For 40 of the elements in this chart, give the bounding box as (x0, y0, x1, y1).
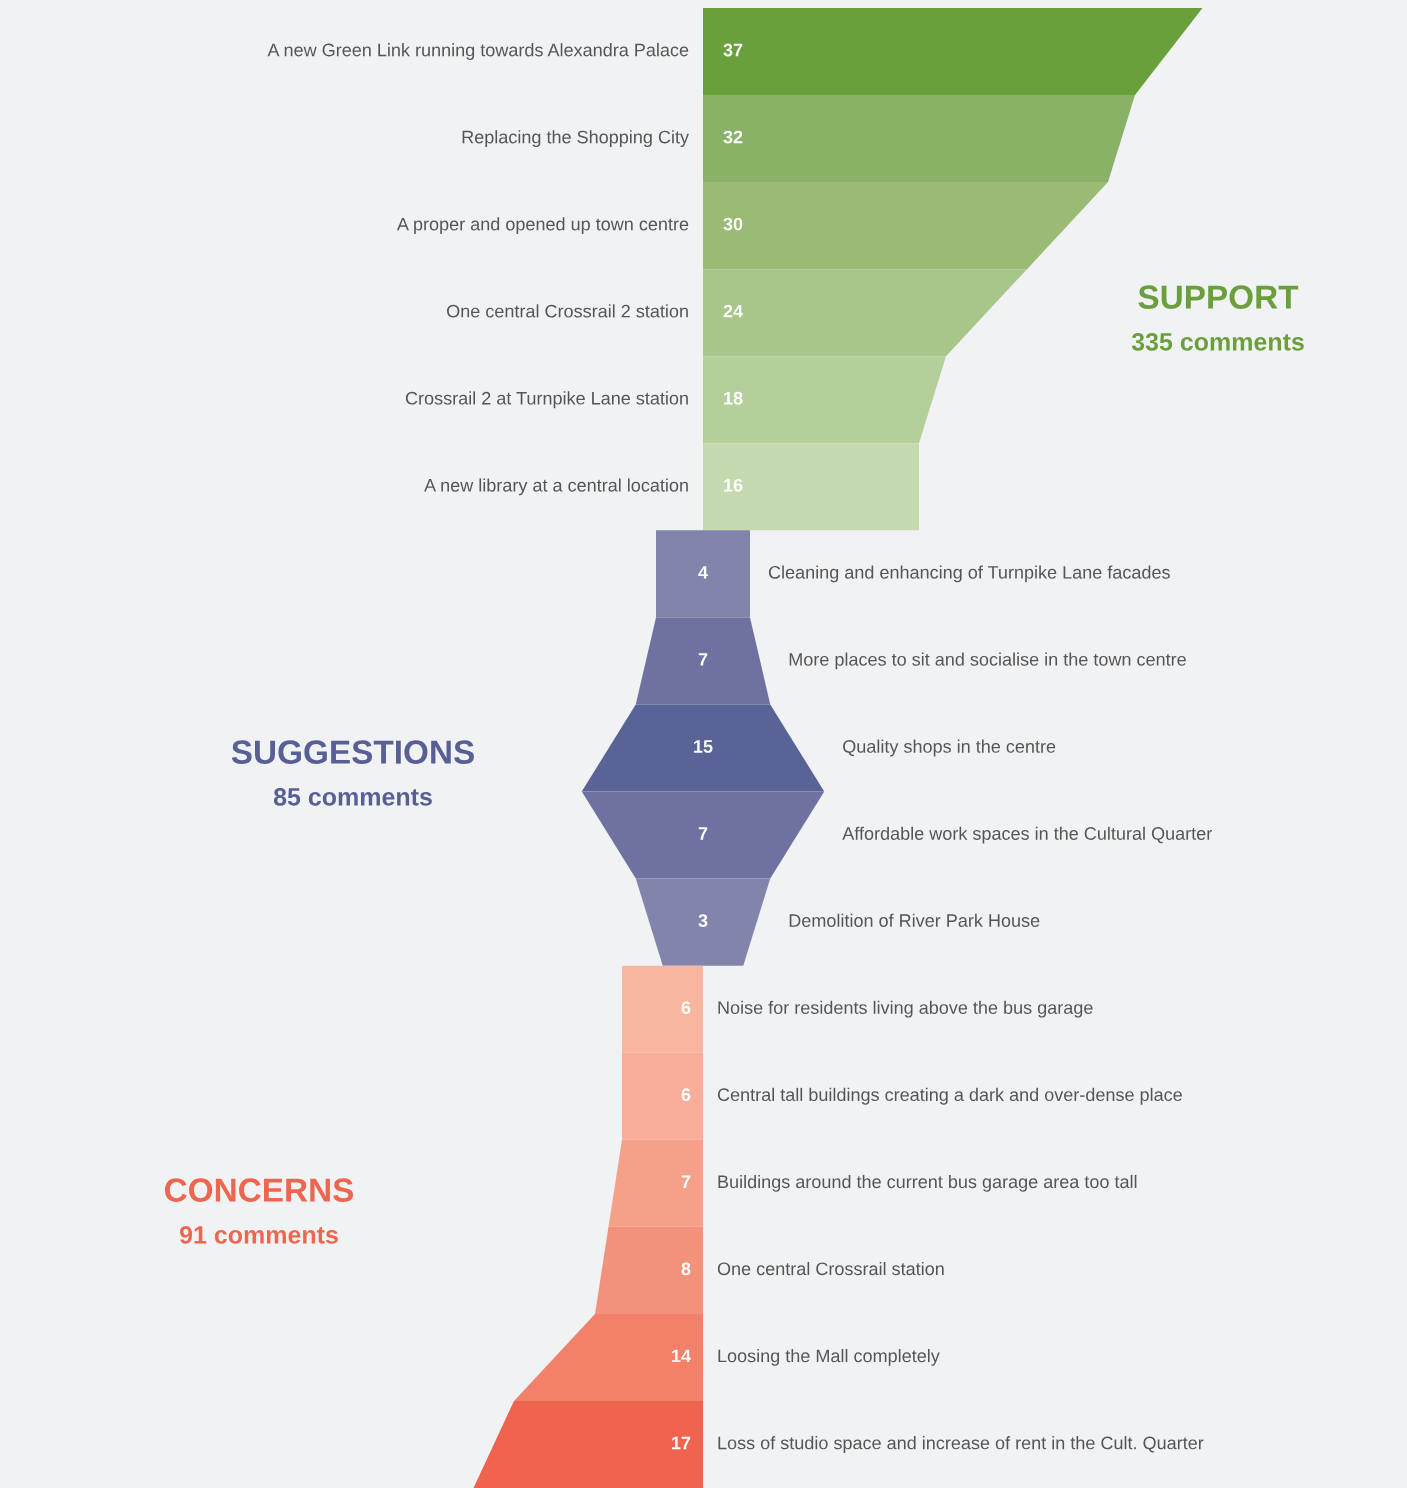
category-label: Cleaning and enhancing of Turnpike Lane facades (768, 565, 1170, 583)
category-label: A new Green Link running towards Alexandra Palace (267, 43, 689, 60)
data-label: 16 (724, 478, 743, 492)
text: 91 comments (179, 1226, 338, 1244)
text: SUGGESTIONS (231, 740, 474, 764)
category-label: A proper and opened up town centre (396, 217, 689, 235)
category-label: More places to sit and socialise in the town centre (789, 652, 1186, 670)
text: CONCERNS (164, 1178, 354, 1202)
data-label: 7 (681, 1175, 691, 1188)
data-label: 15 (694, 740, 713, 753)
category-label: Loss of studio space and increase of rent in the Cult. Quarter (718, 1436, 1204, 1453)
data-label: 24 (723, 304, 743, 318)
category-label: Demolition of River Park House (789, 913, 1040, 927)
text: 85 comments (273, 788, 432, 806)
category-label: One central Crossrail station (717, 1261, 944, 1276)
data-label: 14 (672, 1349, 691, 1363)
category-label: Noise for residents living above the bus garage (718, 1000, 1093, 1018)
category-label: Buildings around the current bus garage area too tall (718, 1174, 1137, 1192)
data-label: 7 (698, 653, 708, 666)
category-label: Crossrail 2 at Turnpike Lane station (405, 391, 688, 409)
data-label: 30 (723, 217, 743, 231)
data-label: 7 (698, 827, 708, 840)
data-label: 4 (698, 566, 708, 579)
data-label: 6 (681, 1001, 691, 1015)
data-label: 3 (698, 914, 708, 927)
category-label: One central Crossrail 2 station (447, 304, 688, 318)
data-label: 8 (681, 1262, 691, 1276)
data-label: 37 (723, 43, 743, 57)
data-label: 32 (723, 130, 743, 144)
category-label: Affordable work spaces in the Cultural Quarter (842, 826, 1212, 844)
text: SUPPORT (1138, 285, 1299, 309)
category-label: Replacing the Shopping City (462, 130, 689, 147)
category-label: A new library at a central location (424, 478, 688, 496)
category-label: Loosing the Mall completely (718, 1349, 940, 1366)
category-label: Quality shops in the centre (843, 739, 1056, 757)
text: 335 comments (1131, 333, 1304, 351)
category-label: Central tall buildings creating a dark and over-dense place (717, 1087, 1182, 1105)
data-label: 17 (672, 1436, 691, 1450)
data-label: 6 (681, 1088, 691, 1102)
data-label: 18 (724, 391, 743, 405)
